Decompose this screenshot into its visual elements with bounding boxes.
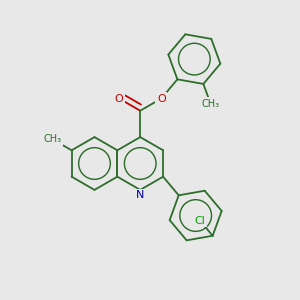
Text: CH₃: CH₃ — [43, 134, 61, 144]
Text: CH₃: CH₃ — [202, 99, 220, 109]
Text: Cl: Cl — [194, 216, 206, 226]
Text: O: O — [115, 94, 124, 103]
Text: N: N — [136, 190, 144, 200]
Text: O: O — [157, 94, 166, 103]
